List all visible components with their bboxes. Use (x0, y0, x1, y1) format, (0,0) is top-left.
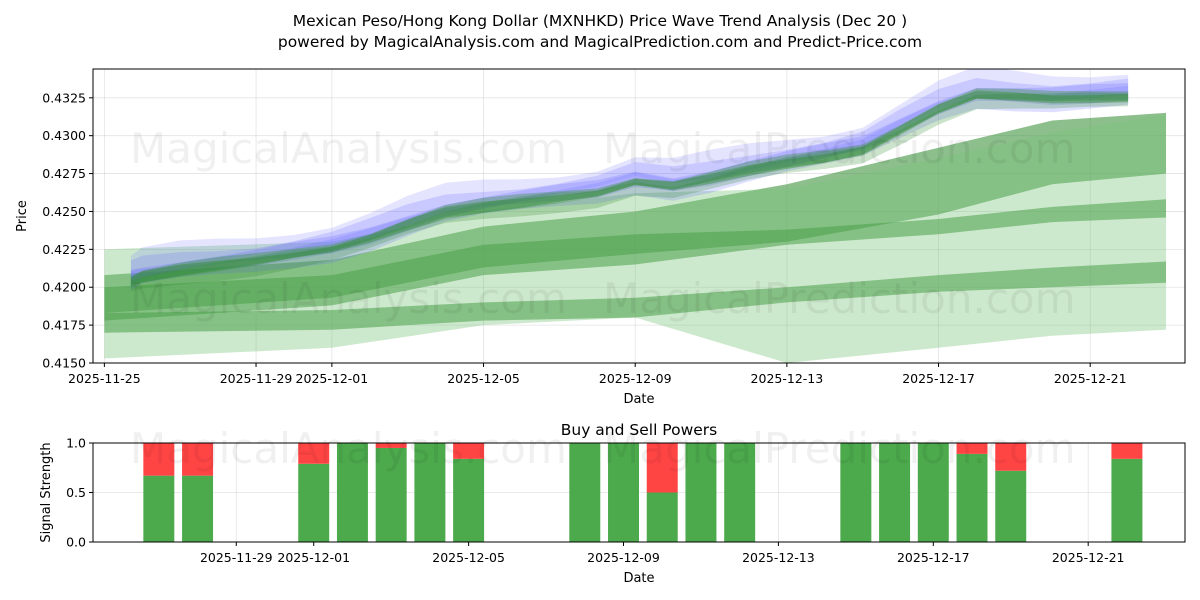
price-y-tick-label-5: 0.4275 (42, 166, 86, 181)
signal-y-tick-label-1: 0.5 (66, 485, 86, 500)
price-y-axis-title: Price (15, 200, 30, 232)
signal-y-tick-label-2: 1.0 (66, 436, 86, 451)
signal-x-tick-label-5: 2025-12-17 (897, 550, 970, 565)
watermark-analysis-bottom: MagicalAnalysis.com (130, 424, 567, 473)
price-y-tick-label-6: 0.4300 (42, 128, 86, 143)
buy-bar-15 (956, 453, 988, 542)
watermark-analysis-top: MagicalAnalysis.com (130, 124, 567, 173)
buy-bar-10 (685, 443, 717, 542)
watermark-prediction-mid: MagicalPrediction.com (603, 274, 1076, 323)
signal-x-tick-label-2: 2025-12-05 (432, 550, 505, 565)
buy-bar-1 (182, 475, 214, 542)
price-x-tick-label-1: 2025-11-29 (220, 371, 293, 386)
signal-x-tick-label-4: 2025-12-13 (742, 550, 815, 565)
price-x-tick-label-6: 2025-12-17 (902, 371, 975, 386)
history-wave-6 (130, 90, 1129, 288)
buy-bar-7 (569, 443, 601, 542)
history-wave-3 (130, 83, 1129, 281)
chart-subtitle: powered by MagicalAnalysis.com and Magic… (278, 33, 922, 51)
buy-bar-14 (917, 443, 949, 542)
sell-bar-1 (182, 443, 214, 476)
price-plot-frame (92, 68, 1186, 364)
signal-x-axis-title: Date (623, 571, 654, 586)
sell-bar-16 (995, 443, 1027, 471)
sell-bar-0 (143, 443, 175, 476)
buy-bar-16 (995, 470, 1027, 542)
buy-bar-8 (608, 443, 639, 542)
buy-bar-4 (375, 447, 407, 542)
price-y-tick-label-1: 0.4175 (42, 318, 86, 333)
price-panel: 2025-11-25 2025-11-29 2025-12-01 2025-12-05… (15, 68, 1186, 407)
watermark-prediction-bottom: MagicalPrediction.com (603, 424, 1076, 473)
buy-bar-11 (724, 443, 756, 542)
price-y-tick-label-4: 0.4250 (42, 204, 86, 219)
buy-bar-13 (879, 443, 911, 542)
buy-bar-0 (143, 475, 175, 542)
forecast-band-upper (104, 112, 1166, 314)
buy-bar-6 (453, 458, 485, 542)
price-x-tick-label-0: 2025-11-25 (68, 371, 141, 386)
price-y-tick-label-7: 0.4325 (42, 90, 86, 105)
signal-panel-title: Buy and Sell Powers (561, 421, 718, 439)
price-x-tick-label-4: 2025-12-09 (599, 371, 672, 386)
price-y-tick-label-2: 0.4200 (42, 280, 86, 295)
signal-x-tick-label-3: 2025-12-09 (587, 550, 660, 565)
chart-title: Mexican Peso/Hong Kong Dollar (MXNHKD) P… (293, 12, 907, 30)
signal-x-tick-label-1: 2025-12-01 (277, 550, 350, 565)
forecast-band-wide (104, 114, 1166, 363)
price-x-tick-label-3: 2025-12-05 (447, 371, 520, 386)
signal-y-tick-label-0: 0.0 (66, 535, 86, 550)
history-wave-0 (130, 69, 1129, 285)
signal-x-tick-label-6: 2025-12-21 (1052, 550, 1125, 565)
buy-bar-2 (298, 463, 330, 542)
history-wave-1 (130, 78, 1129, 286)
sell-bar-2 (298, 443, 330, 464)
buy-bar-3 (336, 443, 368, 542)
signal-panel: 2025-11-29 2025-12-01 2025-12-05 2025-12-09… (39, 421, 1186, 586)
forecast-band-low (104, 261, 1166, 333)
buy-bar-9 (646, 492, 678, 542)
sell-bar-4 (375, 443, 407, 448)
price-x-tick-label-5: 2025-12-13 (751, 371, 824, 386)
price-y-tick-label-3: 0.4225 (42, 242, 86, 257)
forecast-band-mid (104, 199, 1166, 321)
signal-y-axis-title: Signal Strength (39, 442, 54, 542)
price-x-tick-label-7: 2025-12-21 (1054, 371, 1127, 386)
sell-bar-15 (956, 443, 988, 454)
history-wave-2 (130, 86, 1129, 290)
price-x-tick-label-2: 2025-12-01 (296, 371, 369, 386)
signal-x-tick-label-0: 2025-11-29 (200, 550, 273, 565)
buy-bar-12 (840, 443, 872, 542)
buy-bar-5 (414, 443, 446, 542)
sell-bar-17 (1111, 443, 1143, 459)
sell-bar-6 (453, 443, 485, 459)
sell-bar-9 (646, 443, 678, 493)
price-x-axis-title: Date (623, 392, 654, 407)
price-plot-area (104, 69, 1166, 363)
history-wave-5 (130, 88, 1129, 286)
watermark-analysis-mid: MagicalAnalysis.com (130, 274, 567, 323)
watermark-prediction-top: MagicalPrediction.com (603, 124, 1076, 173)
price-y-tick-label-0: 0.4150 (42, 356, 86, 371)
buy-bar-17 (1111, 458, 1143, 542)
history-wave-4 (130, 92, 1129, 292)
